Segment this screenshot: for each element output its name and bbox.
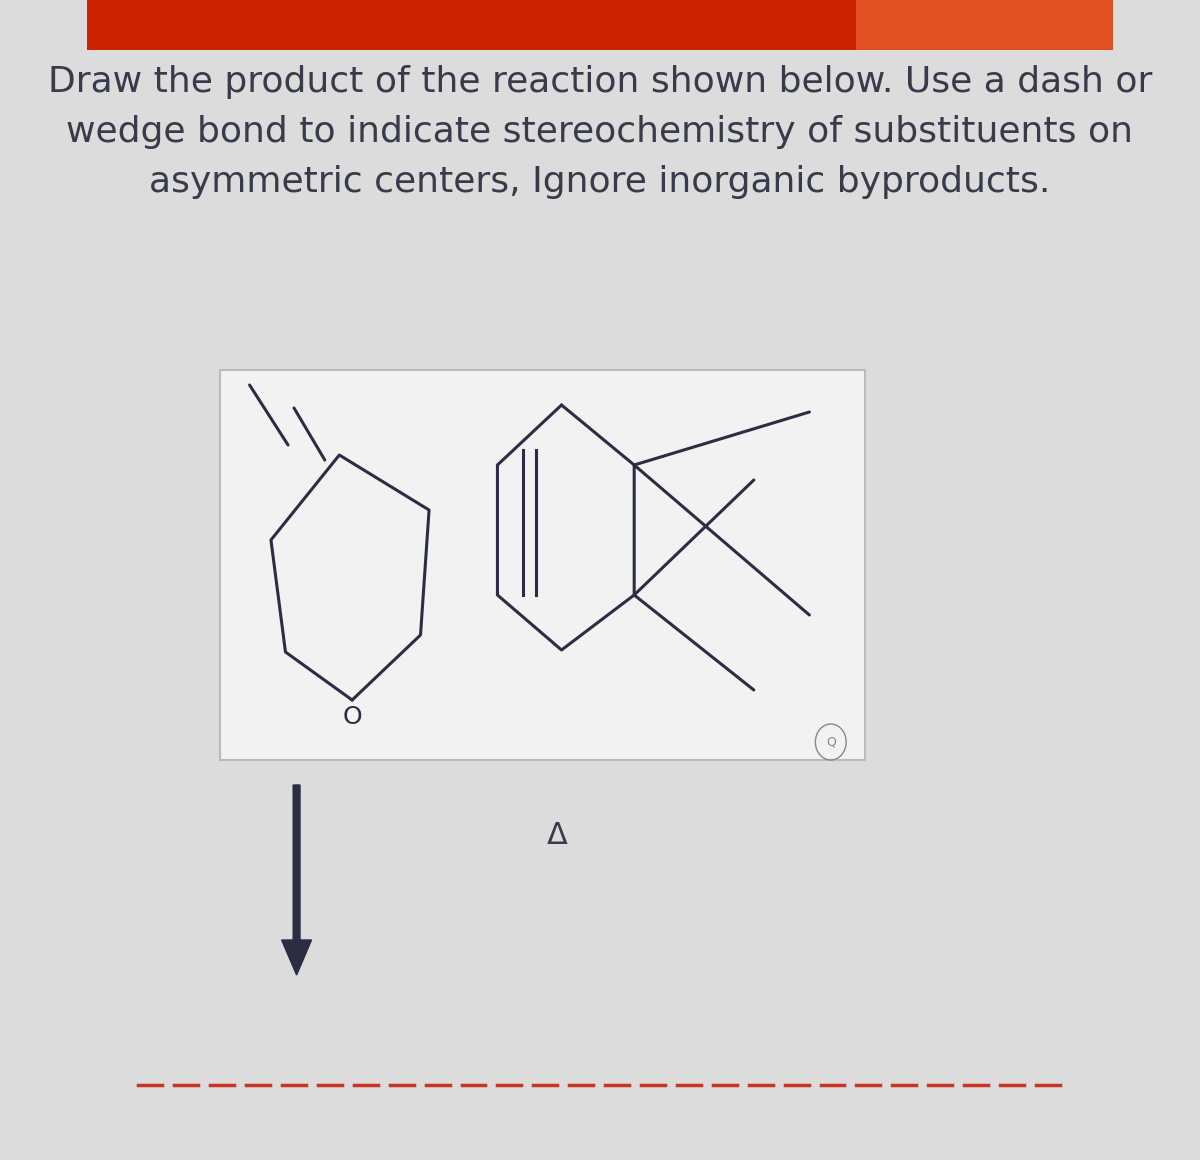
Bar — [220, 370, 865, 760]
Text: Draw the product of the reaction shown below. Use a dash or
wedge bond to indica: Draw the product of the reaction shown b… — [48, 65, 1152, 200]
Text: O: O — [342, 705, 362, 728]
FancyArrow shape — [282, 785, 312, 976]
Text: Q: Q — [826, 735, 835, 748]
Bar — [88, 0, 1112, 50]
Text: Δ: Δ — [547, 820, 568, 849]
Bar — [857, 0, 1112, 50]
